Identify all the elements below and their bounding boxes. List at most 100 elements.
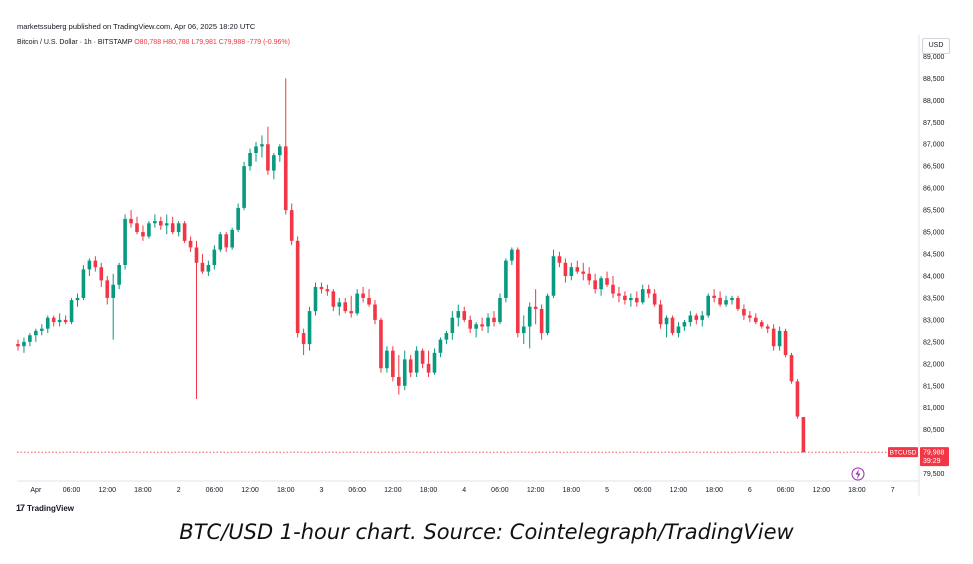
- candle-body: [307, 311, 312, 345]
- candle-body: [504, 260, 508, 298]
- tradingview-logo: 17 TradingView: [16, 503, 74, 513]
- candle-body: [462, 311, 467, 320]
- candle-body: [724, 300, 728, 305]
- candle-body: [45, 317, 50, 329]
- lightning-event-icon[interactable]: [851, 467, 865, 481]
- candle-body: [450, 317, 455, 334]
- candle-body: [599, 278, 603, 290]
- candle-body: [325, 289, 330, 292]
- y-tick-label: 83,000: [923, 317, 945, 324]
- candle-body: [182, 223, 187, 241]
- candle-body: [164, 223, 169, 226]
- open-value: O80,788: [134, 39, 162, 46]
- x-tick-label: 5: [605, 487, 609, 494]
- y-tick-label: 83,500: [923, 295, 945, 302]
- y-tick-label: 81,500: [923, 383, 945, 390]
- x-tick-label: 6: [748, 487, 752, 494]
- candle-body: [498, 297, 502, 323]
- candle-body: [408, 359, 413, 373]
- x-tick-label: 18:00: [705, 487, 723, 494]
- candle-body: [159, 221, 163, 226]
- candle-body: [28, 335, 32, 342]
- candle-body: [527, 306, 532, 327]
- y-tick-label: 84,500: [923, 252, 945, 259]
- candle-body: [153, 221, 157, 224]
- candle-body: [801, 417, 806, 453]
- tradingview-logo-icon: 17: [16, 503, 25, 513]
- candle-body: [444, 333, 449, 340]
- candle-body: [795, 381, 800, 417]
- x-tick-label: Apr: [30, 487, 42, 494]
- candle-body: [194, 247, 199, 263]
- x-tick-label: 18:00: [134, 487, 152, 494]
- change-value: -779 (-0.96%): [247, 39, 290, 46]
- candle-body: [742, 308, 746, 316]
- x-tick-label: 18:00: [277, 487, 295, 494]
- close-value: C79,988: [218, 39, 246, 46]
- high-value: H80,788: [163, 39, 190, 46]
- y-tick-label: 89,000: [923, 54, 945, 61]
- candle-body: [551, 256, 556, 296]
- candle-body: [516, 249, 520, 334]
- candle-body: [629, 297, 633, 301]
- x-tick-label: 3: [319, 487, 323, 494]
- candle-body: [272, 155, 276, 171]
- currency-button[interactable]: USD: [922, 38, 950, 54]
- x-tick-label: 12:00: [670, 487, 688, 494]
- x-tick-label: 18:00: [563, 487, 581, 494]
- y-tick-label: 87,000: [923, 142, 945, 149]
- candle-body: [230, 229, 234, 248]
- candle-body: [486, 317, 490, 327]
- x-tick-label: 06:00: [206, 487, 224, 494]
- y-tick-label: 85,000: [923, 230, 945, 237]
- candle-body: [129, 218, 133, 224]
- candle-body: [260, 144, 264, 147]
- candle-body: [426, 363, 431, 373]
- candle-body: [432, 352, 437, 373]
- candlestick-chart: 79,500 80,500 81,000 81,500 82,000 82,500 83,0…: [16, 35, 949, 496]
- ohlc-legend: Bitcoin / U.S. Dollar · 1h · BITSTAMP O8…: [17, 39, 290, 46]
- countdown-timer: 39:29: [923, 458, 941, 465]
- candle-body: [414, 350, 419, 373]
- candle-body: [188, 240, 193, 248]
- candle-body: [575, 267, 580, 272]
- candle-body: [266, 144, 270, 171]
- candle-body: [355, 293, 359, 314]
- last-price-tag-bg: [920, 447, 949, 467]
- candle-body: [492, 317, 496, 323]
- x-tick-label: 7: [891, 487, 895, 494]
- x-tick-label: 12:00: [384, 487, 402, 494]
- candle-body: [510, 249, 514, 261]
- last-price-value: 79,988: [923, 450, 945, 457]
- candle-body: [248, 153, 252, 167]
- y-tick-label: 88,000: [923, 98, 945, 105]
- candle-body: [212, 249, 217, 265]
- x-tick-label: 12:00: [241, 487, 259, 494]
- y-tick-label: 88,500: [923, 76, 945, 83]
- x-tick-label: 06:00: [634, 487, 652, 494]
- candle-body: [706, 295, 710, 316]
- candle-body: [319, 286, 324, 290]
- candle-body: [605, 278, 609, 285]
- low-value: L79,981: [191, 39, 217, 46]
- candle-body: [593, 280, 597, 290]
- candle-body: [236, 207, 240, 230]
- candle-body: [135, 223, 139, 233]
- candle-body: [754, 317, 758, 323]
- candle-body: [40, 328, 44, 331]
- candle-body: [533, 306, 538, 309]
- candle-body: [373, 304, 377, 320]
- candle-body: [123, 218, 127, 265]
- candle-body: [563, 262, 568, 276]
- candle-body: [569, 267, 574, 276]
- x-tick-label: 06:00: [777, 487, 795, 494]
- candle-body: [581, 271, 586, 274]
- candle-body: [278, 146, 282, 156]
- candle-body: [748, 315, 752, 318]
- candle-body: [646, 289, 651, 294]
- candle-body: [771, 328, 776, 347]
- y-tick-label: 82,500: [923, 339, 945, 346]
- candle-body: [480, 324, 484, 327]
- candle-body: [521, 326, 526, 334]
- candle-body: [176, 223, 181, 233]
